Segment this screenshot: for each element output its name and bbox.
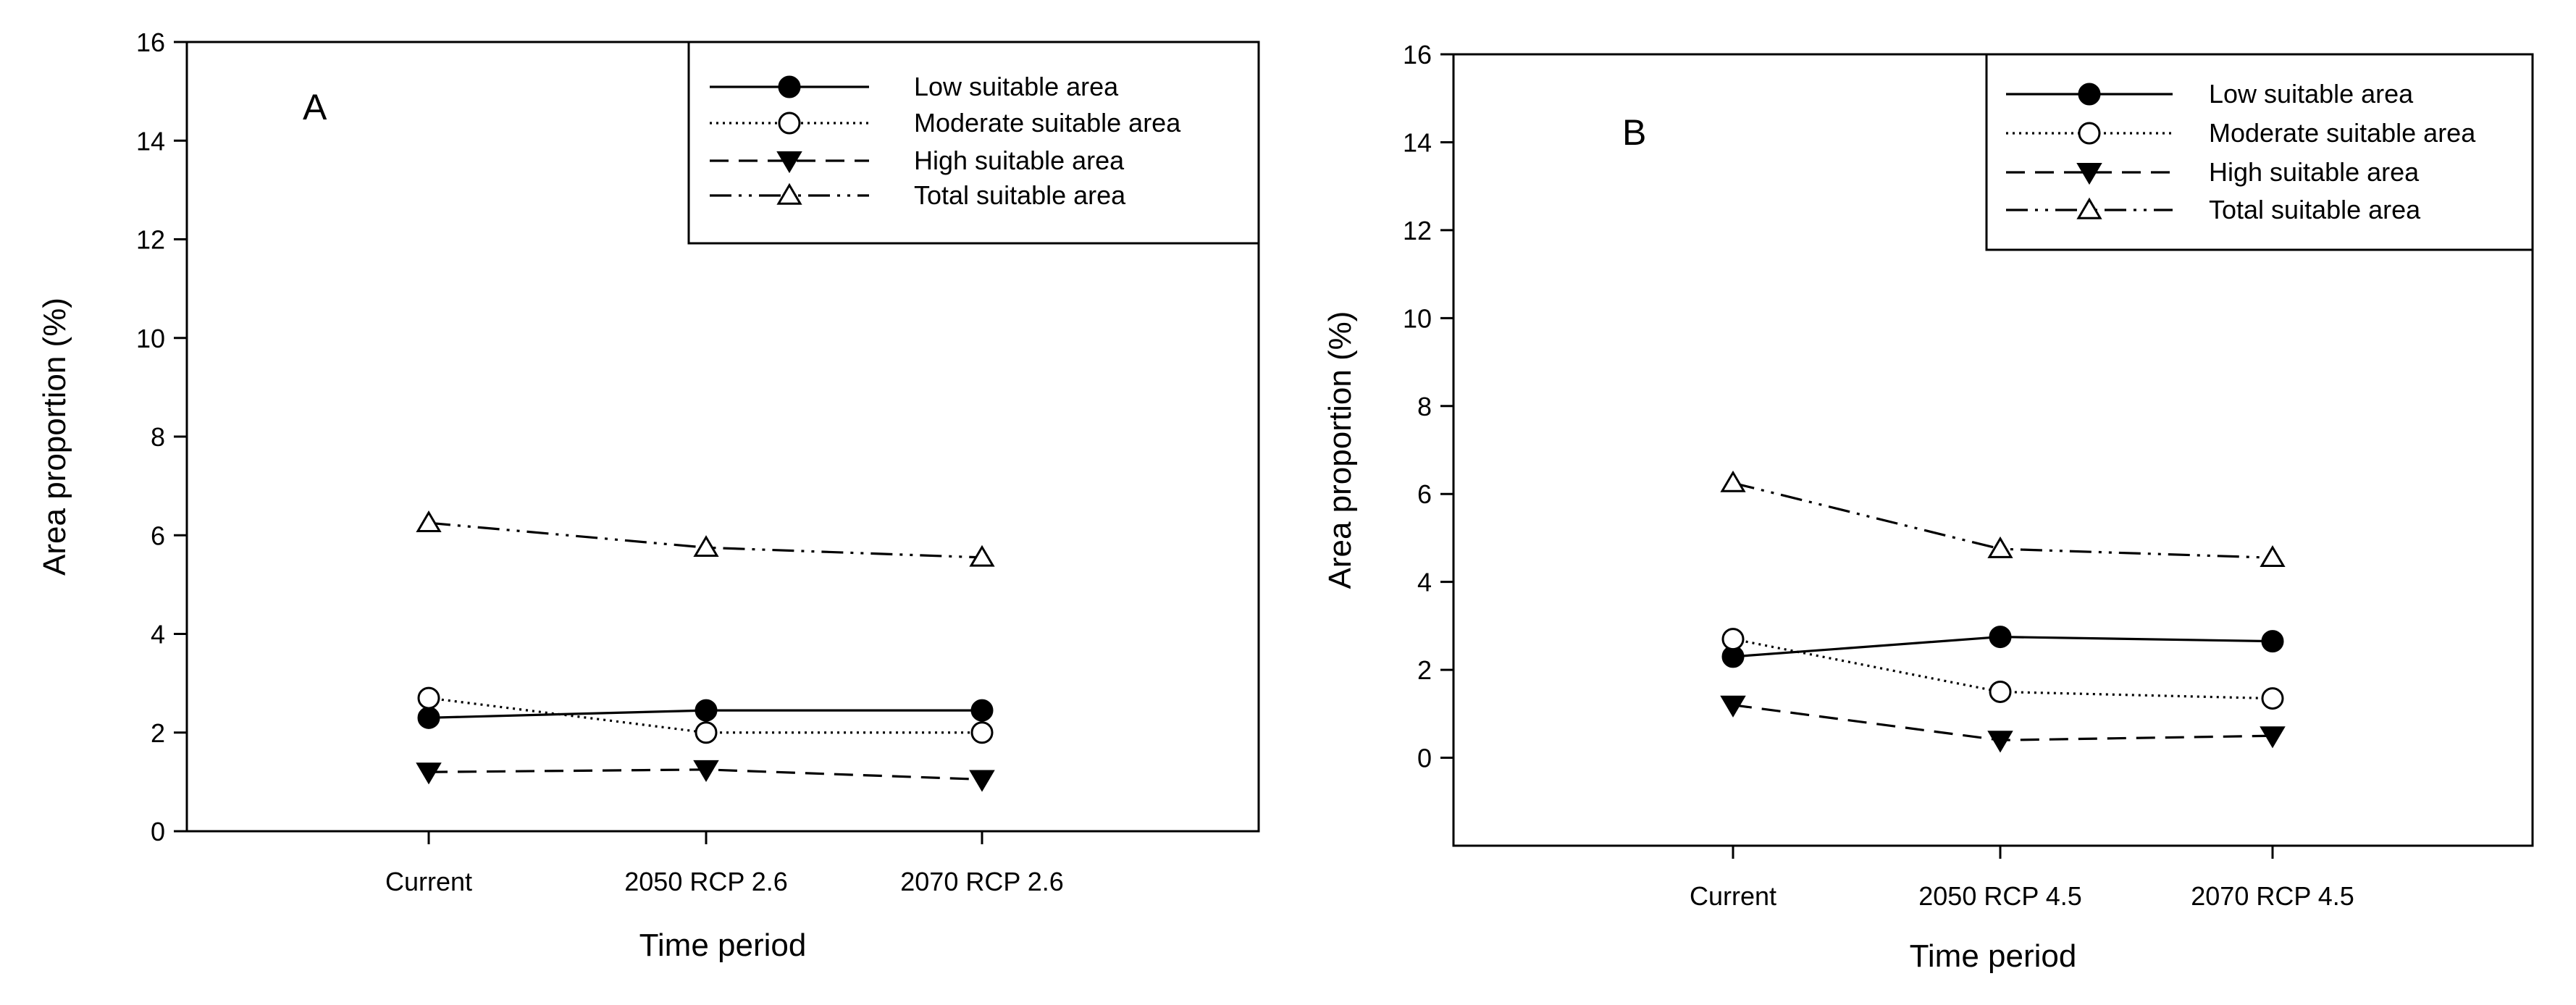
panel-b-legend: Low suitable area Moderate suitable area H… (1985, 53, 2534, 251)
panel-a-ytick-label: 8 (151, 422, 165, 452)
panel-b-data-point (1987, 536, 2013, 558)
panel-a-legend-label: Moderate suitable area (914, 108, 1181, 138)
panel-a-ytick-label: 2 (151, 718, 165, 748)
panel-b-data-point (1721, 628, 1745, 651)
panel-b-ytick-label: 10 (1403, 303, 1432, 333)
panel-b-ytick-label: 14 (1403, 127, 1432, 157)
panel-b: 0 2 4 6 8 10 12 14 16 Current 2050 RCP 4.5 2070 RCP… (1322, 40, 2534, 974)
panel-a-x-axis-title: Time period (639, 928, 807, 963)
panel-a-y-axis-title: Area proportion (%) (37, 298, 72, 576)
panel-b-ytick-label: 0 (1417, 744, 1432, 773)
panel-b-legend-label: High suitable area (2209, 157, 2420, 187)
panel-a-legend: Low suitable area Moderate suitable area H… (687, 41, 1260, 245)
panel-b-y-axis-title: Area proportion (%) (1322, 311, 1358, 589)
panel-b-legend-label: Total suitable area (2209, 195, 2421, 224)
panel-b-data-point (1987, 731, 2013, 753)
panel-a: 0 2 4 6 8 10 12 14 16 Current 2050 RCP 2.6 2070 RCP… (37, 28, 1260, 963)
panel-a-series-line (428, 697, 982, 734)
panel-a-data-point (970, 699, 994, 722)
panel-b-data-point (2261, 630, 2284, 653)
panel-b-ytick-label: 8 (1417, 392, 1432, 421)
panel-b-ytick-label: 16 (1403, 40, 1432, 70)
panel-b-xtick-label: 2050 RCP 4.5 (1918, 881, 2082, 911)
panel-a-ytick-label: 14 (136, 126, 165, 156)
panel-a-data-point (693, 760, 719, 783)
panel-b-legend-marker (2078, 122, 2101, 145)
panel-a-ytick-label: 4 (151, 620, 165, 649)
panel-a-legend-marker (776, 182, 802, 205)
panel-b-legend-label: Moderate suitable area (2209, 118, 2476, 148)
panel-a-legend-marker (778, 75, 801, 98)
panel-a-data-point (970, 721, 994, 744)
panel-b-label: B (1622, 112, 1646, 153)
panel-b-legend-marker (2076, 163, 2102, 185)
panel-a-legend-label: High suitable area (914, 146, 1125, 175)
panel-b-data-point (1720, 695, 1746, 718)
panel-a-data-point (417, 706, 440, 729)
panel-a-legend-marker (778, 112, 801, 135)
panel-b-xtick-label: Current (1690, 881, 1776, 911)
panel-a-series-line (428, 521, 983, 559)
panel-b-xtick-label: 2070 RCP 4.5 (2191, 881, 2354, 911)
panel-a-label: A (303, 87, 327, 127)
panel-b-series-1 (1721, 626, 2284, 668)
panel-b-legend-marker (2078, 83, 2101, 106)
panel-a-ytick-label: 12 (136, 225, 165, 255)
panel-a-data-point (416, 762, 442, 785)
panel-b-data-point (2261, 687, 2284, 710)
panel-a-ytick-label: 16 (136, 28, 165, 57)
panel-a-data-point (416, 510, 442, 532)
panel-a-xtick-label: 2050 RCP 2.6 (624, 867, 788, 896)
panel-b-series-2 (1721, 628, 2284, 710)
panel-b-data-point (2260, 726, 2286, 749)
panel-b-series-3 (1720, 695, 2286, 753)
panel-a-xtick-label: Current (385, 867, 472, 896)
panel-a-series-3 (416, 760, 995, 792)
panel-b-data-point (1989, 680, 2012, 703)
panel-b-x-axis-title: Time period (1910, 938, 2077, 974)
panel-a-data-point (693, 535, 719, 558)
panel-b-ytick-label: 6 (1417, 479, 1432, 509)
panel-b-legend-box (1985, 53, 2534, 251)
panel-a-legend-label: Low suitable area (914, 72, 1119, 101)
panel-a-ytick-label: 0 (151, 817, 165, 846)
panel-a-data-point (695, 721, 718, 744)
panel-a-xtick-label: 2070 RCP 2.6 (900, 867, 1064, 896)
panel-b-data-point (1989, 626, 2012, 649)
panel-b-ytick-label: 4 (1417, 568, 1432, 597)
panel-a-ytick-label: 10 (136, 324, 165, 353)
panel-a-data-point (969, 544, 995, 567)
panel-b-ytick-label: 12 (1403, 216, 1432, 245)
panel-a-data-point (695, 699, 718, 722)
panel-a-series-4 (416, 510, 995, 567)
panel-a-data-point (417, 686, 440, 710)
panel-a-ytick-label: 6 (151, 521, 165, 550)
panel-a-legend-box (687, 41, 1260, 245)
panel-a-data-point (969, 770, 995, 792)
panel-a-series-2 (417, 686, 994, 744)
panel-b-data-point (2260, 545, 2286, 568)
panel-b-data-point (1720, 470, 1746, 492)
panel-b-series-4 (1720, 470, 2286, 568)
panel-a-legend-marker (776, 151, 802, 174)
panel-b-legend-marker (2076, 197, 2102, 219)
panel-b-ytick-label: 2 (1417, 655, 1432, 685)
panel-a-legend-label: Total suitable area (914, 180, 1126, 210)
panel-b-legend-label: Low suitable area (2209, 79, 2414, 109)
